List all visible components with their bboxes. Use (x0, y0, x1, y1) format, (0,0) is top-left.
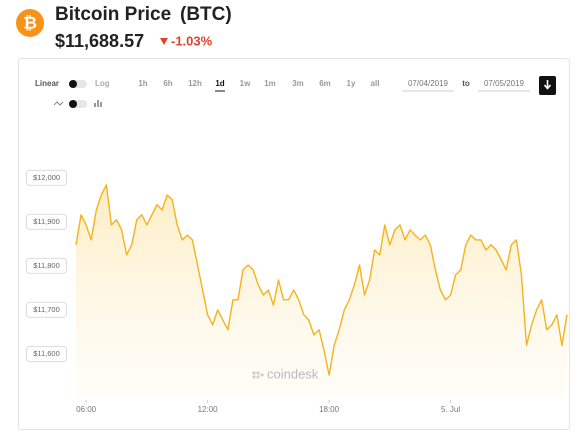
date-separator: to (462, 79, 470, 88)
watermark-dot (256, 375, 260, 379)
x-tick-label: 06:00 (76, 405, 97, 414)
date-to[interactable]: 07/05/2019 (484, 79, 525, 88)
bar-icon[interactable] (94, 100, 102, 107)
y-tick-box (26, 301, 67, 318)
range-button[interactable]: 1d (215, 79, 224, 88)
y-tick-label: $11,600 (33, 349, 60, 358)
price-line (75, 184, 568, 376)
y-tick-box (26, 169, 67, 186)
watermark: coindesk (267, 366, 319, 381)
date-from[interactable]: 07/04/2019 (408, 79, 449, 88)
range-button[interactable]: 1w (240, 79, 251, 88)
y-tick-label: $11,900 (33, 217, 60, 226)
plot: $11,600 $11,700 $11,800 $11,900 $12,000 06:00… (26, 169, 568, 414)
y-tick-label: $12,000 (33, 173, 60, 182)
area (76, 184, 567, 398)
price: $11,688.57 (55, 31, 144, 51)
watermark-dot (260, 373, 264, 377)
range-button[interactable]: 1h (138, 79, 147, 88)
y-tick-box (26, 345, 67, 362)
y-tick-box (26, 213, 67, 230)
range-button[interactable]: 12h (188, 79, 202, 88)
price-change: -1.03% (171, 33, 213, 48)
toggle-knob (69, 80, 77, 88)
watermark-dot (252, 375, 256, 379)
ticker: (BTC) (180, 4, 232, 25)
x-tick-label: 18:00 (319, 405, 340, 414)
toggle-knob (69, 100, 77, 108)
line-icon[interactable] (53, 101, 64, 106)
controls: Linear Log 07/04/2019 to 07/05/2019 1h 6h… (35, 76, 556, 108)
y-tick-label: $11,700 (33, 305, 60, 314)
download-icon (543, 80, 552, 90)
range-button[interactable]: all (371, 79, 380, 88)
scale-option[interactable]: Log (95, 79, 110, 88)
range-button[interactable]: 6h (163, 79, 172, 88)
y-tick-box (26, 257, 67, 274)
header: ₿ Bitcoin Price (BTC) $11,688.57 -1.03% (16, 4, 232, 51)
btc-icon (16, 9, 44, 37)
range-button[interactable]: 6m (319, 79, 331, 88)
range-button[interactable]: 1m (264, 79, 276, 88)
title: Bitcoin Price (55, 4, 171, 25)
watermark-icon (252, 371, 264, 379)
scale-option[interactable]: Linear (35, 79, 59, 88)
range-button[interactable]: 1y (347, 79, 356, 88)
y-tick-label: $11,800 (33, 261, 60, 270)
watermark-dot (256, 371, 260, 375)
watermark-dot (252, 371, 256, 375)
x-tick-label: 12:00 (198, 405, 219, 414)
x-tick-label: 5. Jul (441, 405, 460, 414)
down-arrow (160, 38, 168, 45)
range-button[interactable]: 3m (292, 79, 304, 88)
btc-icon-glyph: ₿ (23, 13, 37, 32)
